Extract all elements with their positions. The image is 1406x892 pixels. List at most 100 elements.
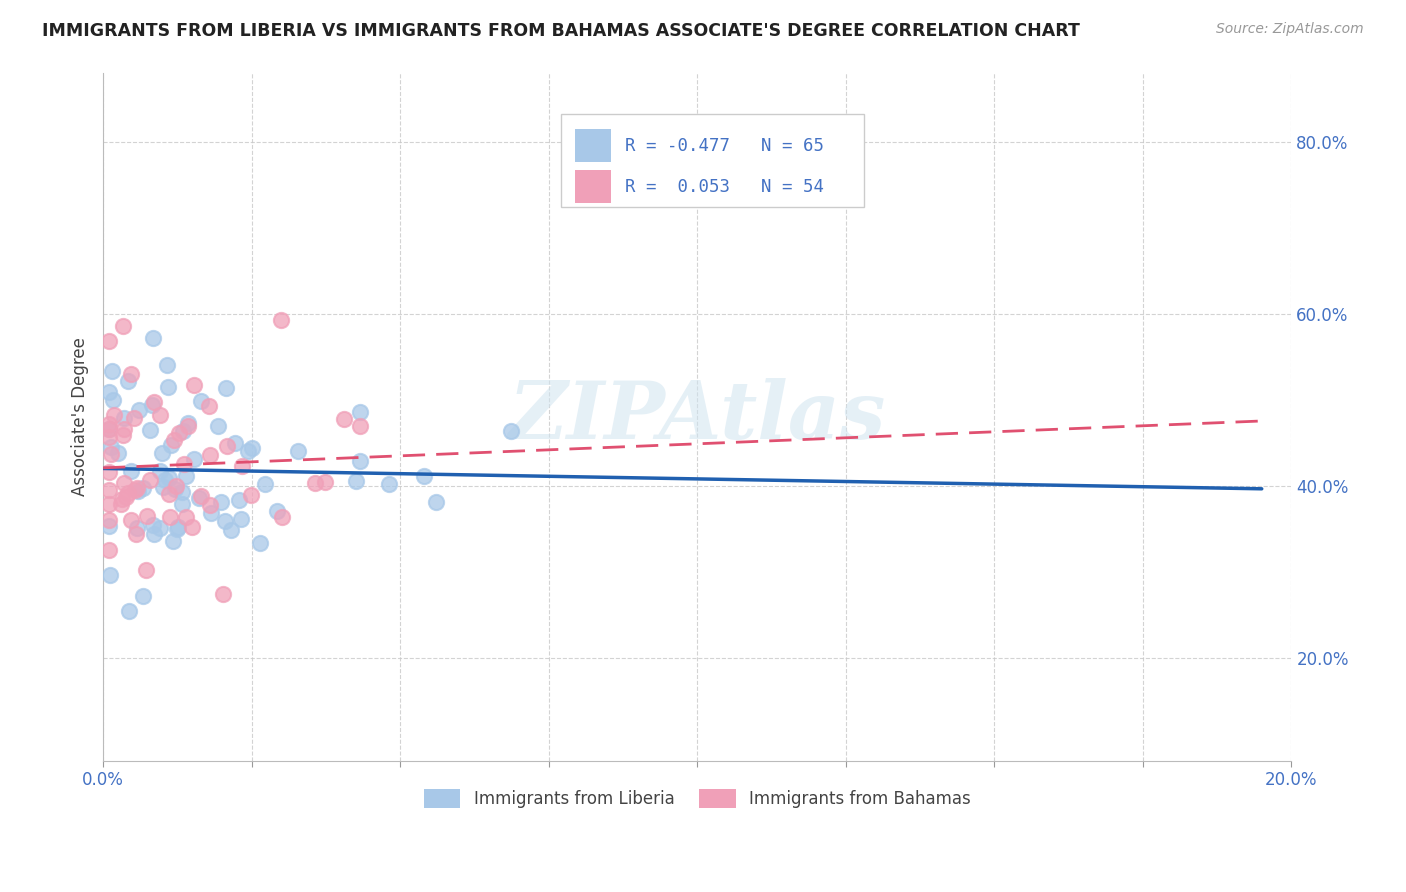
Point	[197, 400, 219, 414]
Point	[98, 465, 121, 479]
Point	[98, 519, 121, 533]
Text: R = -0.477: R = -0.477	[624, 136, 730, 155]
Point	[138, 423, 160, 437]
Point	[143, 526, 166, 541]
Point	[138, 473, 160, 487]
Point	[163, 433, 186, 447]
Point	[236, 444, 259, 458]
Point	[228, 493, 250, 508]
Point	[98, 497, 121, 511]
Point	[98, 385, 121, 400]
Point	[117, 374, 139, 388]
Point	[198, 449, 221, 463]
Bar	[575, 170, 610, 203]
Point	[219, 523, 242, 537]
Point	[98, 483, 121, 498]
Point	[111, 491, 134, 506]
Point	[224, 435, 246, 450]
Point	[98, 430, 121, 444]
Point	[183, 378, 205, 392]
Point	[100, 568, 122, 582]
Point	[100, 364, 122, 378]
Point	[304, 475, 326, 490]
Point	[149, 521, 172, 535]
Point	[107, 446, 129, 460]
Point	[98, 422, 121, 436]
Point	[200, 506, 222, 520]
Point	[98, 334, 121, 348]
Point	[177, 419, 200, 434]
Point	[157, 487, 180, 501]
Point	[157, 471, 180, 485]
Point	[501, 424, 523, 438]
Point	[240, 441, 263, 455]
Point	[98, 513, 121, 527]
Point	[141, 399, 163, 413]
Point	[166, 520, 188, 534]
Point	[131, 481, 153, 495]
Point	[181, 520, 204, 534]
Point	[117, 485, 139, 500]
Point	[266, 504, 288, 518]
Point	[98, 417, 121, 432]
Point	[174, 509, 197, 524]
Point	[215, 381, 238, 395]
Point	[120, 513, 142, 527]
Point	[239, 488, 262, 502]
Point	[314, 475, 336, 489]
Point	[110, 497, 132, 511]
Point	[125, 521, 148, 535]
Bar	[575, 129, 610, 162]
FancyBboxPatch shape	[561, 114, 863, 207]
Point	[209, 494, 232, 508]
Point	[98, 542, 121, 557]
Point	[100, 447, 122, 461]
Point	[112, 476, 135, 491]
Point	[177, 417, 200, 431]
Point	[346, 475, 368, 489]
Point	[120, 465, 142, 479]
Point	[142, 517, 165, 532]
Point	[165, 479, 187, 493]
Point	[349, 405, 371, 419]
Legend: Immigrants from Liberia, Immigrants from Bahamas: Immigrants from Liberia, Immigrants from…	[416, 782, 977, 814]
Point	[162, 534, 184, 549]
Text: R =  0.053: R = 0.053	[624, 178, 730, 195]
Point	[125, 527, 148, 541]
Point	[190, 394, 212, 409]
Point	[270, 312, 292, 326]
Point	[153, 473, 176, 487]
Point	[217, 440, 239, 454]
Point	[349, 454, 371, 468]
Point	[135, 563, 157, 577]
Point	[152, 480, 174, 494]
Point	[156, 358, 179, 372]
Point	[149, 464, 172, 478]
Text: N = 65: N = 65	[762, 136, 824, 155]
Point	[231, 459, 253, 474]
Point	[287, 444, 309, 458]
Point	[112, 422, 135, 436]
Point	[412, 469, 434, 483]
Text: N = 54: N = 54	[762, 178, 824, 195]
Point	[172, 498, 194, 512]
Point	[249, 536, 271, 550]
Point	[200, 498, 222, 512]
Point	[271, 510, 294, 524]
Point	[142, 331, 165, 345]
Point	[122, 411, 145, 425]
Text: IMMIGRANTS FROM LIBERIA VS IMMIGRANTS FROM BAHAMAS ASSOCIATE'S DEGREE CORRELATIO: IMMIGRANTS FROM LIBERIA VS IMMIGRANTS FR…	[42, 22, 1080, 40]
Point	[103, 409, 125, 423]
Point	[332, 412, 354, 426]
Point	[159, 510, 181, 524]
Point	[112, 428, 135, 442]
Point	[207, 418, 229, 433]
Point	[188, 491, 211, 505]
Point	[112, 319, 135, 334]
Point	[127, 481, 149, 495]
Point	[165, 482, 187, 496]
Point	[156, 380, 179, 394]
Point	[190, 489, 212, 503]
Point	[229, 511, 252, 525]
Point	[159, 438, 181, 452]
